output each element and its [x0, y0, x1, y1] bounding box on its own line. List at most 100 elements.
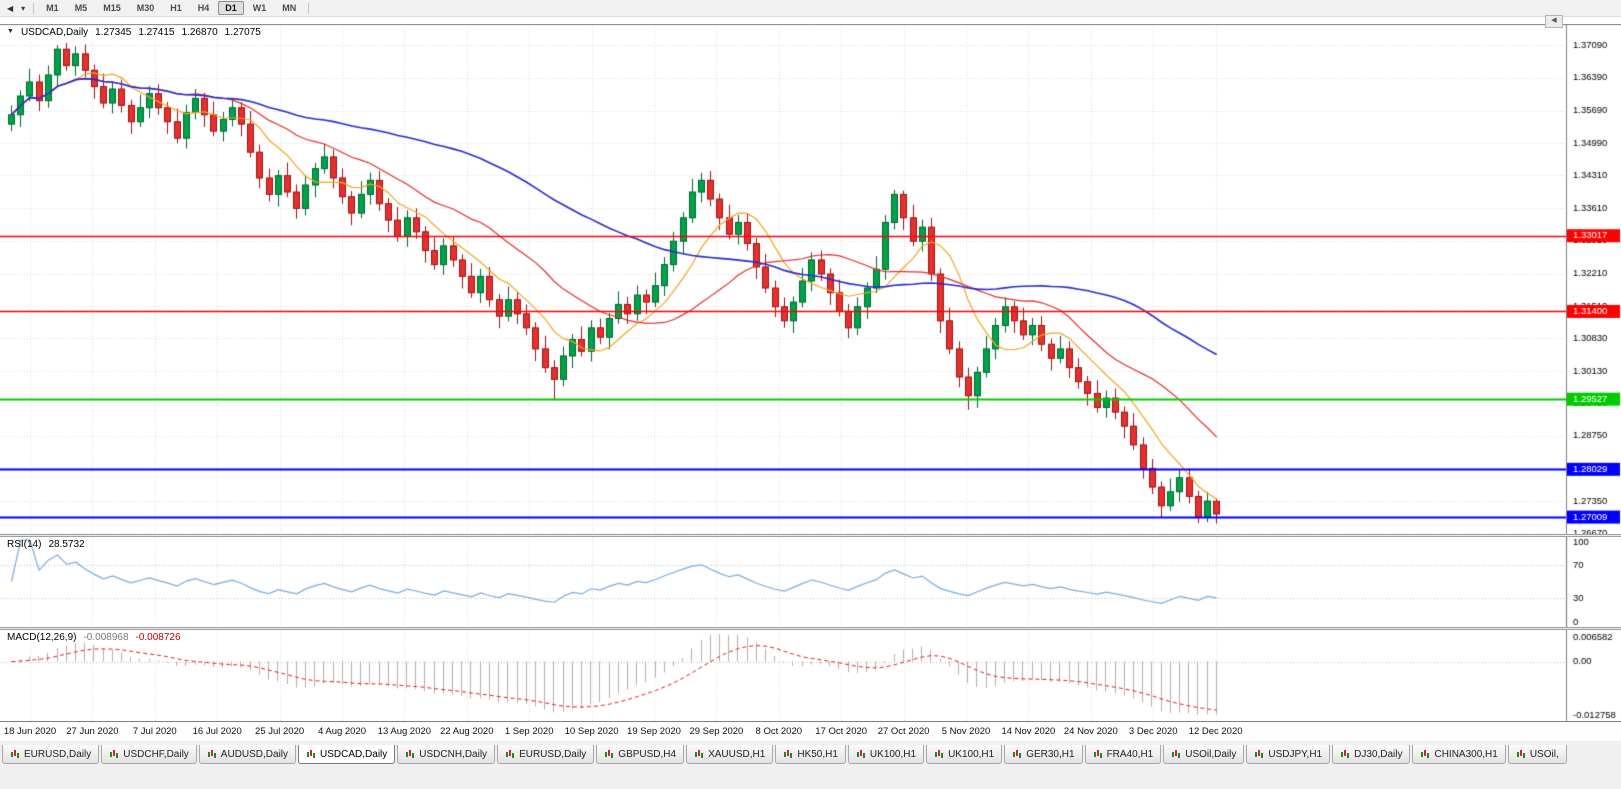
time-axis-label: 5 Nov 2020: [941, 726, 991, 737]
chart-tab-bar: EURUSD,Daily USDCHF,Daily AUDUSD,Daily USDC…: [0, 745, 1621, 765]
time-axis-label: 7 Jul 2020: [132, 726, 177, 737]
chart-tab-label: USDCHF,Daily: [123, 748, 189, 760]
chart-tab-hk50-h1[interactable]: HK50,H1: [775, 745, 846, 764]
chart-tab-uk100-h1[interactable]: UK100,H1: [926, 745, 1003, 764]
chart-tab-usdchf-daily[interactable]: USDCHF,Daily: [101, 745, 197, 764]
chart-tab-icon: [1093, 749, 1103, 759]
price-chart-canvas[interactable]: [0, 24, 1621, 534]
time-axis-label: 29 Sep 2020: [689, 726, 744, 737]
time-axis-label: 25 Jul 2020: [255, 726, 305, 737]
time-axis-label: 3 Dec 2020: [1128, 726, 1178, 737]
chart-tab-usdcnh-daily[interactable]: USDCNH,Daily: [397, 745, 496, 764]
chart-tab-usoil-daily[interactable]: USOil,Daily: [1163, 745, 1245, 764]
macd-name: MACD(12,26,9): [7, 632, 77, 643]
charts-nav-button[interactable]: ◀: [7, 3, 14, 13]
chart-tab-label: XAUUSD,H1: [708, 748, 766, 760]
time-axis-label: 17 Oct 2020: [815, 726, 868, 737]
timeframe-button-d1[interactable]: D1: [218, 1, 244, 15]
timeframe-button-h1[interactable]: H1: [170, 3, 182, 13]
chart-tab-icon: [856, 749, 866, 759]
chart-tab-usoil[interactable]: USOil,: [1507, 745, 1567, 764]
low-value: 1.26870: [181, 27, 218, 38]
chart-tab-xauusd-h1[interactable]: XAUUSD,H1: [686, 745, 774, 764]
time-axis-label: 27 Oct 2020: [877, 726, 930, 737]
charts-dropdown-button[interactable]: ▾: [21, 3, 26, 13]
timeframes-toolbar: ◀ ▾ M1 M5 M15 M30 H1 H4 D1 W1 MN: [0, 0, 1621, 17]
one-click-trading-arrow[interactable]: ▼: [7, 28, 14, 35]
chart-tab-icon: [1171, 749, 1181, 759]
time-axis-label: 22 Aug 2020: [440, 726, 494, 737]
open-value: 1.27345: [95, 27, 132, 38]
chart-tab-audusd-daily[interactable]: AUDUSD,Daily: [198, 745, 297, 764]
chart-tab-label: EURUSD,Daily: [519, 748, 587, 760]
toolbar-separator: [308, 2, 310, 14]
chart-tab-label: USOil,: [1529, 748, 1559, 760]
chart-tab-icon: [10, 749, 20, 759]
chart-tab-dj30-daily[interactable]: DJ30,Daily: [1332, 745, 1411, 764]
chart-tab-label: AUDUSD,Daily: [220, 748, 289, 760]
time-axis-label: 1 Sep 2020: [504, 726, 554, 737]
chart-tab-icon: [505, 749, 515, 759]
timeframe-button-w1[interactable]: W1: [252, 3, 267, 13]
chart-tab-uk100-h1[interactable]: UK100,H1: [847, 745, 925, 764]
time-axis-label: 4 Aug 2020: [317, 726, 367, 737]
chart-tab-fra40-h1[interactable]: FRA40,H1: [1084, 745, 1162, 764]
chart-tab-china300-h1[interactable]: CHINA300,H1: [1412, 745, 1506, 764]
toolbar-separator: [33, 2, 35, 14]
chart-corner-button[interactable]: ◀: [1545, 15, 1563, 28]
macd-label: MACD(12,26,9) -0.008968 -0.008726: [7, 632, 181, 643]
time-axis-label: 16 Jul 2020: [192, 726, 242, 737]
close-value: 1.27075: [224, 27, 261, 38]
chart-tab-icon: [783, 749, 793, 759]
timeframe-button-h4[interactable]: H4: [197, 3, 210, 13]
chart-tab-icon: [306, 749, 316, 759]
chart-title: ▼ USDCAD,Daily 1.27345 1.27415 1.26870 1…: [7, 27, 261, 38]
chart-tab-label: USDJPY,H1: [1268, 748, 1323, 760]
chart-tab-usdjpy-h1[interactable]: USDJPY,H1: [1246, 745, 1331, 764]
panel-splitter[interactable]: [0, 534, 1621, 537]
macd-signal-value: -0.008726: [135, 632, 181, 643]
chart-tab-eurusd-daily[interactable]: EURUSD,Daily: [497, 745, 595, 764]
chart-tab-label: FRA40,H1: [1106, 748, 1154, 760]
chart-tab-icon: [1254, 749, 1264, 759]
chart-tab-label: UK100,H1: [869, 748, 917, 760]
timeframe-button-mn[interactable]: MN: [282, 3, 297, 13]
panel-splitter[interactable]: [0, 627, 1621, 630]
chart-tab-label: CHINA300,H1: [1434, 748, 1498, 760]
high-value: 1.27415: [138, 27, 175, 38]
rsi-canvas[interactable]: [0, 537, 1621, 627]
symbol-label: USDCAD,Daily: [20, 27, 89, 38]
chart-tab-label: GBPUSD,H4: [618, 748, 677, 760]
chart-tab-icon: [934, 749, 944, 759]
chart-tab-label: UK100,H1: [948, 748, 995, 760]
rsi-label: RSI(14) 28.5732: [7, 539, 85, 550]
timeframe-group: M1 M5 M15 M30 H1 H4 D1 W1 MN: [38, 1, 304, 15]
time-axis-label: 13 Aug 2020: [377, 726, 432, 737]
time-axis-label: 10 Sep 2020: [564, 726, 619, 737]
chart-tab-gbpusd-h4[interactable]: GBPUSD,H4: [596, 745, 685, 764]
timeframe-button-m30[interactable]: M30: [136, 3, 155, 13]
macd-canvas[interactable]: [0, 630, 1621, 721]
timeframe-button-m1[interactable]: M1: [46, 3, 59, 13]
time-axis-label: 24 Nov 2020: [1063, 726, 1118, 737]
time-axis-label: 12 Dec 2020: [1188, 726, 1243, 737]
time-axis-label: 19 Sep 2020: [627, 726, 681, 737]
chart-tab-label: DJ30,Daily: [1354, 748, 1403, 760]
chart-tab-label: USDCNH,Daily: [419, 748, 488, 760]
macd-main-value: -0.008968: [83, 632, 129, 643]
chart-tab-icon: [109, 749, 119, 759]
time-axis[interactable]: 18 Jun 2020 27 Jun 2020 7 Jul 2020 16 Jul 2…: [0, 721, 1621, 741]
chart-tab-usdcad-daily[interactable]: USDCAD,Daily: [298, 745, 396, 764]
chart-tab-label: GER30,H1: [1026, 748, 1075, 760]
chart-tab-ger30-h1[interactable]: GER30,H1: [1004, 745, 1083, 764]
chart-tab-icon: [405, 749, 415, 759]
chart-tab-icon: [1012, 749, 1022, 759]
timeframe-button-m15[interactable]: M15: [103, 3, 121, 13]
chart-tab-icon: [207, 749, 217, 759]
chart-tab-icon: [1340, 749, 1350, 759]
price-axis[interactable]: [1566, 24, 1621, 721]
chart-tab-eurusd-daily[interactable]: EURUSD,Daily: [2, 745, 100, 764]
chart-tab-icon: [1516, 749, 1526, 759]
timeframe-button-m5[interactable]: M5: [74, 3, 88, 13]
chart-window: ▼ USDCAD,Daily 1.27345 1.27415 1.26870 1…: [0, 17, 1621, 741]
